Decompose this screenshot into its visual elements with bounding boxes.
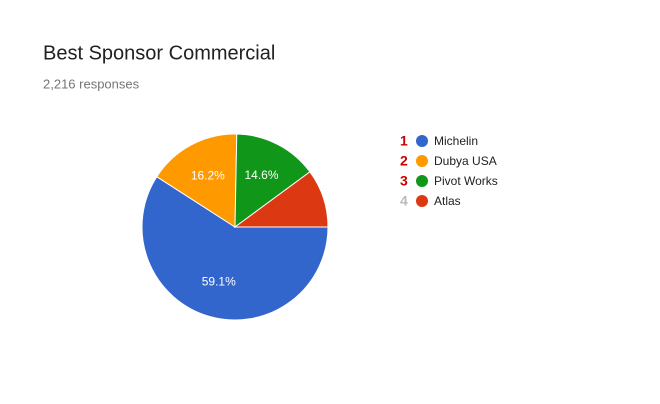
legend-label: Michelin [434, 134, 478, 148]
legend-swatch [416, 175, 428, 187]
slice-label: 14.6% [244, 168, 278, 182]
legend-swatch [416, 135, 428, 147]
legend-swatch [416, 155, 428, 167]
legend-label: Dubya USA [434, 154, 497, 168]
pie-slice [234, 133, 311, 229]
legend-rank: 2 [400, 153, 408, 169]
legend-rank: 3 [400, 173, 408, 189]
chart-title: Best Sponsor Commercial [43, 42, 275, 64]
legend-rank: 4 [400, 193, 408, 209]
legend-rank: 1 [400, 133, 408, 149]
legend-label: Pivot Works [434, 174, 498, 188]
legend-label: Atlas [434, 194, 461, 208]
legend-swatch [416, 195, 428, 207]
chart-subtitle: 2,216 responses [43, 76, 140, 91]
slice-label: 16.2% [191, 168, 225, 182]
pie-slice [141, 175, 329, 321]
slice-label: 59.1% [202, 274, 236, 288]
pie-slice [233, 171, 329, 228]
pie-slice [156, 133, 238, 228]
